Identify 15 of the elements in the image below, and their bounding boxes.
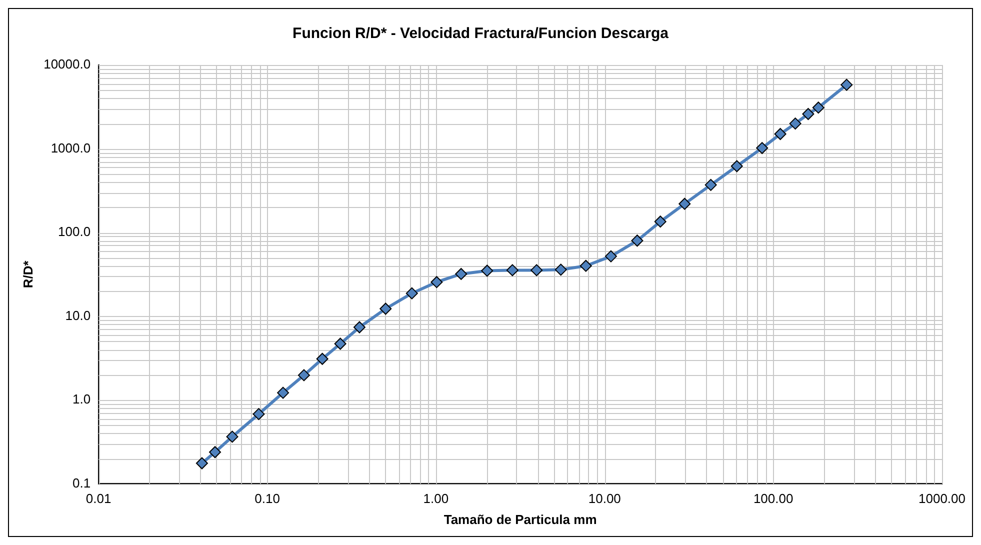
y-tick-label: 0.1 (72, 475, 91, 490)
x-tick-label: 1.00 (423, 491, 449, 506)
y-tick-label: 1000.0 (50, 140, 91, 156)
x-tick-label: 0.01 (86, 491, 112, 506)
x-tick-label: 0.10 (254, 491, 280, 506)
x-tick-label: 1000.00 (918, 491, 966, 506)
y-axis-title: R/D* (20, 260, 36, 288)
x-tick-label: 100.00 (753, 491, 794, 506)
y-tick-label: 1.0 (72, 392, 91, 407)
chart-title: Funcion R/D* - Velocidad Fractura/Funcion Descarga (292, 25, 670, 42)
x-axis-title: Tamaño de Particula mm (444, 512, 597, 527)
y-tick-label: 10000.0 (44, 56, 91, 72)
x-tick-label: 10.00 (588, 491, 621, 506)
y-tick-label: 100.0 (58, 224, 91, 240)
y-tick-label: 10.0 (65, 308, 91, 323)
